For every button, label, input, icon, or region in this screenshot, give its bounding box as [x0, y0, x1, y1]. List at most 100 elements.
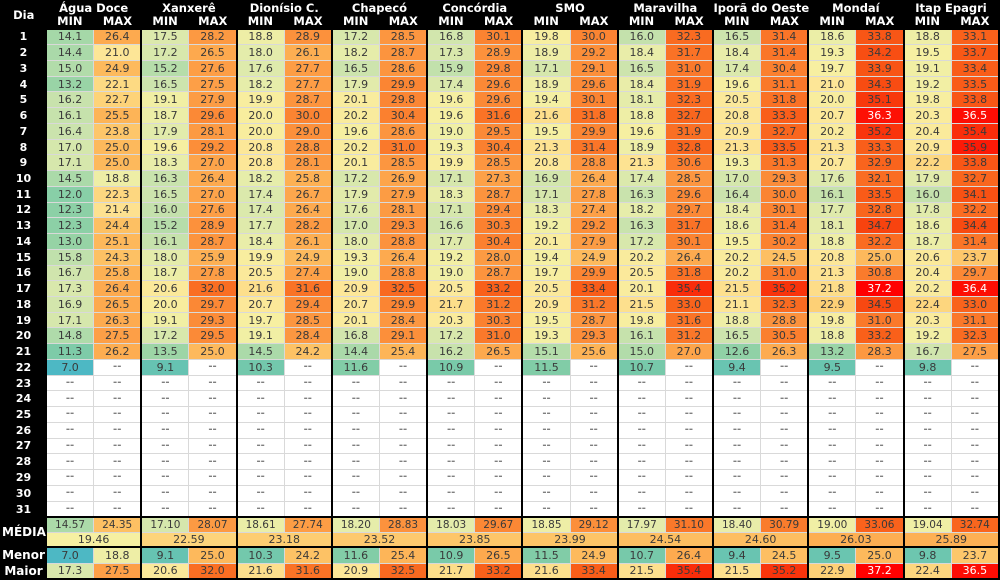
- temp-cell: --: [426, 453, 476, 471]
- day-row: 8 17.0 25.0 19.6 29.2 20.8 28.8 20.2 31.0 19.3 30.…: [0, 138, 1000, 156]
- temp-cell: --: [902, 469, 952, 486]
- temp-cell: --: [140, 374, 190, 392]
- temp-cell: 26.5: [93, 295, 142, 313]
- temp-cell: --: [711, 453, 762, 471]
- temp-cell: 16.3: [616, 185, 666, 203]
- temp-cell: --: [760, 374, 809, 392]
- temp-cell: 31.6: [283, 562, 333, 580]
- max-header: MAX: [188, 14, 238, 30]
- temp-cell: 18.2: [616, 201, 666, 219]
- day-row: 21 11.3 26.2 13.5 25.0 14.5 24.2 14.4 25.4 16.2 26…: [0, 343, 1000, 360]
- temp-cell: 29.6: [474, 91, 523, 109]
- temp-cell: --: [902, 374, 952, 392]
- temp-cell: 10.7: [616, 546, 666, 564]
- temp-cell: 24.5: [760, 248, 809, 266]
- temp-cell: --: [378, 484, 428, 502]
- day-row: 29 -- -- -- -- -- -- -- -- -- -- -- -- -- -- -- -- -- -- --…: [0, 469, 1000, 486]
- day-row: 19 17.1 26.3 19.1 29.3 19.7 28.5 20.1 28.4 20.3 30…: [0, 311, 1000, 329]
- temp-cell: --: [950, 469, 1000, 486]
- temp-cell: 30.8: [855, 264, 905, 282]
- temp-cell: 29.8: [378, 91, 428, 109]
- temp-cell: 17.1: [45, 154, 95, 172]
- temp-cell: 19.8: [616, 311, 666, 329]
- temp-cell: --: [902, 406, 952, 423]
- temp-cell: 28.5: [378, 154, 428, 172]
- temp-cell: 26.5: [474, 546, 523, 564]
- temp-cell: 19.9: [426, 154, 476, 172]
- temp-cell: --: [902, 453, 952, 471]
- temp-cell: 20.7: [807, 107, 857, 124]
- min-header: MIN: [426, 14, 476, 30]
- temp-cell: 18.2: [330, 44, 380, 61]
- temp-cell: 18.61: [235, 516, 285, 533]
- temp-cell: --: [188, 437, 238, 455]
- temp-cell: --: [664, 358, 714, 376]
- temp-cell: 33.9: [855, 59, 905, 77]
- temp-cell: 29.9: [569, 122, 619, 140]
- temp-cell: 24.4: [93, 217, 142, 235]
- temp-cell: --: [664, 453, 714, 471]
- temp-cell: --: [855, 421, 905, 439]
- temp-cell: 21.3: [616, 154, 666, 172]
- day-row: 24 -- -- -- -- -- -- -- -- -- -- -- -- -- -- -- -- -- -- --…: [0, 390, 1000, 408]
- temp-cell: 29.5: [474, 122, 523, 140]
- temp-cell: 17.10: [140, 516, 190, 533]
- temp-cell: 27.7: [283, 59, 333, 77]
- day-label: 27: [0, 437, 47, 455]
- temp-cell: --: [664, 390, 714, 408]
- temp-cell: 32.74: [950, 516, 1000, 533]
- temp-cell: --: [711, 421, 762, 439]
- temp-cell: --: [950, 437, 1000, 455]
- temp-cell: 17.0: [45, 138, 95, 156]
- media-overall-cell: 25.89: [902, 531, 1000, 548]
- temp-cell: 16.4: [711, 185, 762, 203]
- temp-cell: --: [616, 469, 666, 486]
- temp-cell: --: [330, 390, 380, 408]
- temp-cell: 16.0: [902, 185, 952, 203]
- temp-cell: 17.9: [902, 170, 952, 187]
- temp-cell: 19.6: [426, 107, 476, 124]
- temp-cell: --: [330, 484, 380, 502]
- temp-cell: 28.7: [474, 264, 523, 282]
- temp-cell: 28.8: [760, 311, 809, 329]
- temp-cell: --: [760, 500, 809, 518]
- temp-cell: 28.9: [474, 44, 523, 61]
- temp-cell: 29.1: [378, 327, 428, 345]
- day-label: 31: [0, 500, 47, 518]
- table-header: Dia Água Doce Xanxerê Dionísio C. Chapecó Con…: [0, 0, 1000, 30]
- temp-cell: 28.5: [474, 154, 523, 172]
- day-row: 9 17.1 25.0 18.3 27.0 20.8 28.1 20.1 28.5 19.9 28.…: [0, 154, 1000, 172]
- temp-cell: 20.6: [140, 562, 190, 580]
- temp-cell: 27.3: [474, 170, 523, 187]
- temp-cell: 31.0: [760, 264, 809, 282]
- temp-cell: 17.3: [426, 44, 476, 61]
- temp-cell: --: [188, 358, 238, 376]
- temp-cell: 22.2: [902, 154, 952, 172]
- temp-cell: 10.9: [426, 546, 476, 564]
- temp-cell: 24.9: [93, 59, 142, 77]
- temp-cell: 17.3: [45, 280, 95, 297]
- temp-cell: --: [140, 484, 190, 502]
- temp-cell: 28.7: [188, 233, 238, 250]
- temp-cell: 19.0: [330, 264, 380, 282]
- media-label: MÉDIA: [0, 516, 47, 548]
- temp-cell: 23.7: [950, 546, 1000, 564]
- temp-cell: --: [521, 421, 571, 439]
- temp-cell: --: [521, 484, 571, 502]
- temp-cell: 22.7: [93, 91, 142, 109]
- table-body: 1 14.1 26.4 17.5 28.2 18.8 28.9 17.2 28.5 16.8 30.…: [0, 28, 1000, 518]
- temp-cell: 14.8: [45, 327, 95, 345]
- temp-cell: 18.2: [235, 170, 285, 187]
- day-row: 14 13.0 25.1 16.1 28.7 18.4 26.1 18.0 28.8 17.7 30…: [0, 233, 1000, 250]
- temp-cell: 31.10: [664, 516, 714, 533]
- temp-cell: --: [474, 406, 523, 423]
- temp-cell: --: [474, 421, 523, 439]
- temp-cell: 31.7: [664, 217, 714, 235]
- temp-cell: 18.1: [616, 91, 666, 109]
- temp-cell: --: [950, 484, 1000, 502]
- temp-cell: 19.1: [140, 91, 190, 109]
- day-label: 21: [0, 343, 47, 360]
- temp-cell: 32.8: [855, 201, 905, 219]
- temp-cell: --: [474, 484, 523, 502]
- temp-cell: 22.4: [902, 295, 952, 313]
